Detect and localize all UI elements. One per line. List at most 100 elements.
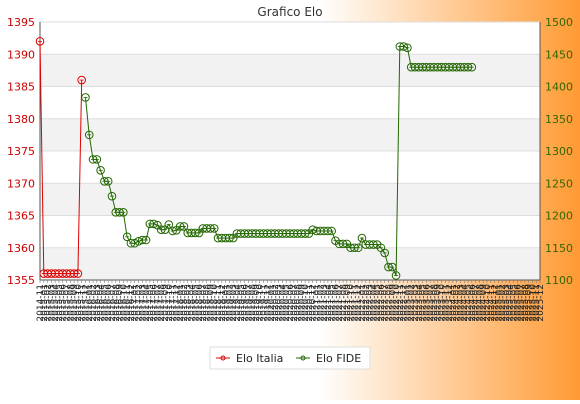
x-axis-tick-label: 2016-04 bbox=[97, 284, 107, 322]
left-axis-tick-label: 1365 bbox=[7, 210, 35, 223]
x-axis-tick-label: 2017-10 bbox=[165, 284, 175, 322]
x-axis-ticks: 2014-112015-012015-022015-032015-042015-… bbox=[36, 280, 546, 322]
legend-item-label[interactable]: Elo Italia bbox=[236, 352, 283, 365]
x-axis-tick-label: 2014-11 bbox=[36, 284, 46, 322]
x-axis-tick-label: 2015-11 bbox=[78, 284, 88, 322]
x-axis-tick-label: 2018-09 bbox=[206, 284, 216, 322]
x-axis-tick-label: 2017-12 bbox=[172, 284, 182, 322]
x-axis-tick-label: 2025-05 bbox=[509, 284, 519, 322]
x-axis-tick-label: 2024-09 bbox=[479, 284, 489, 322]
data-point[interactable] bbox=[387, 262, 397, 272]
data-point[interactable] bbox=[81, 93, 90, 102]
x-axis-tick-label: 2018-08 bbox=[203, 284, 213, 322]
x-axis-tick-label: 2022-04 bbox=[369, 284, 379, 322]
x-axis-tick-label: 2020-11 bbox=[305, 284, 315, 322]
x-axis-tick-label: 2019-09 bbox=[252, 284, 262, 322]
data-point[interactable] bbox=[96, 166, 105, 175]
data-point[interactable] bbox=[149, 219, 158, 229]
x-axis-tick-label: 2023-03 bbox=[411, 284, 421, 322]
x-axis-tick-label: 2020-01 bbox=[267, 284, 277, 322]
x-axis-tick-label: 2018-11 bbox=[214, 284, 224, 322]
x-axis-tick-label: 2022-02 bbox=[362, 284, 372, 322]
data-point[interactable] bbox=[380, 248, 389, 258]
chart-title: Grafico Elo bbox=[257, 5, 322, 19]
x-axis-tick-label: 2016-10 bbox=[119, 284, 129, 322]
x-axis-tick-label: 2024-10 bbox=[483, 284, 493, 322]
data-point[interactable] bbox=[209, 224, 219, 233]
x-axis-tick-label: 2016-01 bbox=[85, 284, 95, 322]
x-axis-tick-label: 2024-12 bbox=[491, 284, 501, 322]
left-axis-tick-label: 1385 bbox=[7, 81, 35, 94]
x-axis-tick-label: 2021-08 bbox=[339, 284, 349, 322]
data-point[interactable] bbox=[77, 75, 86, 85]
x-axis-tick-label: 2016-05 bbox=[100, 284, 110, 322]
data-point[interactable] bbox=[84, 130, 94, 140]
x-axis-tick-label: 2017-04 bbox=[142, 284, 152, 322]
data-point[interactable] bbox=[399, 42, 408, 51]
x-axis-tick-label: 2019-07 bbox=[244, 284, 254, 322]
x-axis-tick-label: 2025-09 bbox=[525, 284, 535, 322]
x-axis-tick-label: 2017-09 bbox=[161, 284, 171, 322]
right-axis-tick-label: 1350 bbox=[545, 113, 573, 126]
x-axis-tick-label: 2018-12 bbox=[218, 284, 228, 322]
right-axis-tick-label: 1300 bbox=[545, 145, 573, 158]
data-point[interactable] bbox=[119, 207, 128, 217]
x-axis-tick-label: 2016-09 bbox=[116, 284, 126, 322]
data-point[interactable] bbox=[327, 226, 336, 236]
x-axis-tick-label: 2021-05 bbox=[328, 284, 338, 322]
right-axis-tick-label: 1100 bbox=[545, 274, 573, 287]
x-axis-tick-label: 2020-09 bbox=[297, 284, 307, 322]
data-point[interactable] bbox=[164, 220, 174, 229]
x-axis-tick-label: 2025-04 bbox=[506, 284, 516, 322]
x-axis-tick-label: 2022-06 bbox=[377, 284, 387, 322]
data-point[interactable] bbox=[73, 269, 83, 278]
data-point[interactable] bbox=[391, 271, 401, 280]
x-axis-tick-label: 2025-08 bbox=[521, 284, 531, 322]
data-point[interactable] bbox=[357, 233, 367, 243]
x-axis-tick-label: 2015-02 bbox=[44, 284, 54, 322]
x-axis-tick-label: 2018-07 bbox=[199, 284, 209, 322]
legend-item-label[interactable]: Elo FIDE bbox=[316, 352, 361, 365]
x-axis-tick-label: 2015-07 bbox=[63, 284, 73, 322]
plot-band bbox=[40, 183, 540, 216]
x-axis-tick-label: 2018-05 bbox=[191, 284, 201, 322]
legend-box bbox=[209, 346, 371, 370]
data-point[interactable] bbox=[107, 191, 117, 201]
left-axis-tick-label: 1390 bbox=[7, 48, 35, 61]
data-point[interactable] bbox=[467, 62, 477, 72]
x-axis-tick-label: 2022-12 bbox=[400, 284, 410, 322]
data-point[interactable] bbox=[179, 222, 189, 231]
x-axis-tick-label: 2023-07 bbox=[426, 284, 436, 322]
data-point[interactable] bbox=[403, 43, 412, 53]
right-axis-tick-label: 1250 bbox=[545, 177, 573, 190]
data-point[interactable] bbox=[35, 37, 45, 46]
x-axis-tick-label: 2024-01 bbox=[449, 284, 459, 322]
data-point[interactable] bbox=[103, 177, 113, 186]
x-axis-tick-label: 2024-06 bbox=[468, 284, 478, 322]
x-axis-tick-label: 2020-02 bbox=[271, 284, 281, 322]
data-point[interactable] bbox=[122, 232, 132, 242]
x-axis-tick-label: 2015-01 bbox=[40, 284, 50, 322]
x-axis-tick-label: 2017-07 bbox=[153, 284, 163, 322]
legend-swatch-marker bbox=[220, 355, 226, 361]
x-axis-tick-label: 2019-03 bbox=[229, 284, 239, 322]
data-point[interactable] bbox=[353, 243, 363, 253]
legend[interactable]: Elo Italia Elo FIDE bbox=[209, 346, 371, 370]
left-axis-tick-label: 1380 bbox=[7, 113, 35, 126]
left-axis-tick-label: 1375 bbox=[7, 145, 35, 158]
legend-swatch-marker bbox=[300, 355, 306, 361]
data-point[interactable] bbox=[168, 226, 177, 236]
x-axis-tick-label: 2023-02 bbox=[407, 284, 417, 322]
x-axis-tick-label: 2016-12 bbox=[127, 284, 137, 322]
data-point[interactable] bbox=[141, 235, 151, 245]
x-axis-tick-label: 2015-03 bbox=[47, 284, 57, 322]
x-axis-tick-label: 2024-05 bbox=[464, 284, 474, 322]
x-axis-tick-label: 2023-05 bbox=[419, 284, 429, 322]
x-axis-tick-label: 2024-11 bbox=[487, 284, 497, 322]
x-axis-tick-label: 2021-09 bbox=[343, 284, 353, 322]
x-axis-tick-label: 2022-05 bbox=[373, 284, 383, 322]
x-axis-tick-label: 2017-08 bbox=[157, 284, 167, 322]
data-point[interactable] bbox=[92, 155, 102, 164]
